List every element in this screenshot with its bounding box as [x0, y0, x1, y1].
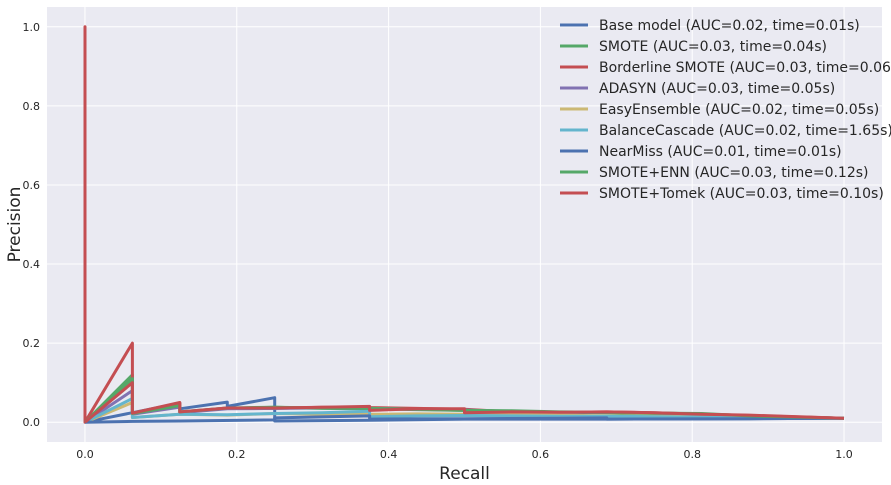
grid-lines	[47, 7, 882, 442]
series-line-9	[84, 381, 845, 424]
series-line-7	[84, 414, 845, 424]
legend-label: Base model (AUC=0.02, time=0.01s)	[599, 18, 860, 34]
legend-label: NearMiss (AUC=0.01, time=0.01s)	[599, 144, 842, 160]
legend: Base model (AUC=0.02, time=0.01s) SMOTE (…	[560, 18, 891, 202]
x-tick-label: 0.4	[380, 448, 398, 461]
y-tick-label: 1.0	[23, 21, 41, 34]
x-tick-label: 0.6	[532, 448, 550, 461]
y-tick-label: 0.6	[23, 179, 41, 192]
x-tick-label: 0.0	[76, 448, 94, 461]
x-tick-labels: 0.0 0.2 0.4 0.6 0.8 1.0	[76, 448, 853, 461]
y-tick-labels: 0.0 0.2 0.4 0.6 0.8 1.0	[23, 21, 41, 429]
legend-label: SMOTE+Tomek (AUC=0.03, time=0.10s)	[599, 186, 884, 202]
y-tick-label: 0.4	[23, 258, 41, 271]
legend-label: SMOTE+ENN (AUC=0.03, time=0.12s)	[599, 165, 869, 181]
y-tick-label: 0.8	[23, 100, 41, 113]
y-tick-label: 0.0	[23, 416, 41, 429]
x-tick-label: 0.8	[683, 448, 701, 461]
x-axis-label: Recall	[439, 464, 490, 484]
x-tick-label: 1.0	[835, 448, 853, 461]
y-tick-label: 0.2	[23, 337, 41, 350]
series-lines	[83, 25, 845, 424]
legend-label: BalanceCascade (AUC=0.02, time=1.65s)	[599, 123, 891, 139]
y-axis-label: Precision	[5, 187, 25, 263]
legend-label: EasyEnsemble (AUC=0.02, time=0.05s)	[599, 102, 879, 118]
x-tick-label: 0.2	[228, 448, 246, 461]
plot-area	[47, 7, 882, 442]
legend-label: ADASYN (AUC=0.03, time=0.05s)	[599, 81, 835, 97]
legend-label: Borderline SMOTE (AUC=0.03, time=0.06s)	[599, 60, 891, 76]
legend-label: SMOTE (AUC=0.03, time=0.04s)	[599, 39, 827, 55]
